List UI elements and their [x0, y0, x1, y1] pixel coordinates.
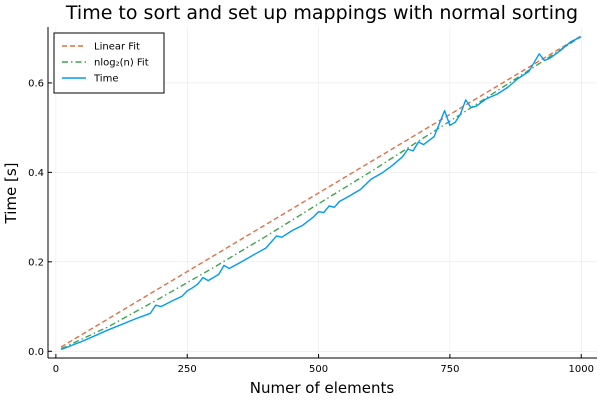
- series-line-time: [60, 36, 582, 351]
- legend-box: [53, 32, 165, 94]
- legend-label: Time: [93, 74, 118, 85]
- y-axis-label: Time [s]: [2, 163, 20, 225]
- y-tick-label: 0.2: [28, 257, 44, 268]
- series-line-nlog-n-fit: [60, 35, 582, 350]
- y-tick-label: 0.6: [28, 78, 44, 89]
- chart-title: Time to sort and set up mappings with no…: [65, 2, 578, 24]
- x-tick-label: 750: [440, 364, 459, 375]
- plot-area: 0 250 500 750 1000 0.0 0.2 0.4 0.6: [28, 27, 597, 375]
- x-tick-label: 500: [309, 364, 328, 375]
- legend-label: Linear Fit: [94, 42, 140, 53]
- x-tick-label: 1000: [569, 364, 594, 375]
- y-tick-label: 0.0: [28, 347, 44, 358]
- x-axis-label: Numer of elements: [250, 379, 395, 397]
- x-tick-label: 0: [53, 364, 59, 375]
- legend-label: nlog₂(n) Fit: [94, 58, 149, 69]
- legend: Linear Fit nlog₂(n) Fit Time: [53, 32, 165, 94]
- x-tick-label: 250: [178, 364, 197, 375]
- y-tick-label: 0.4: [28, 168, 44, 179]
- series-line-linear-fit: [60, 35, 582, 348]
